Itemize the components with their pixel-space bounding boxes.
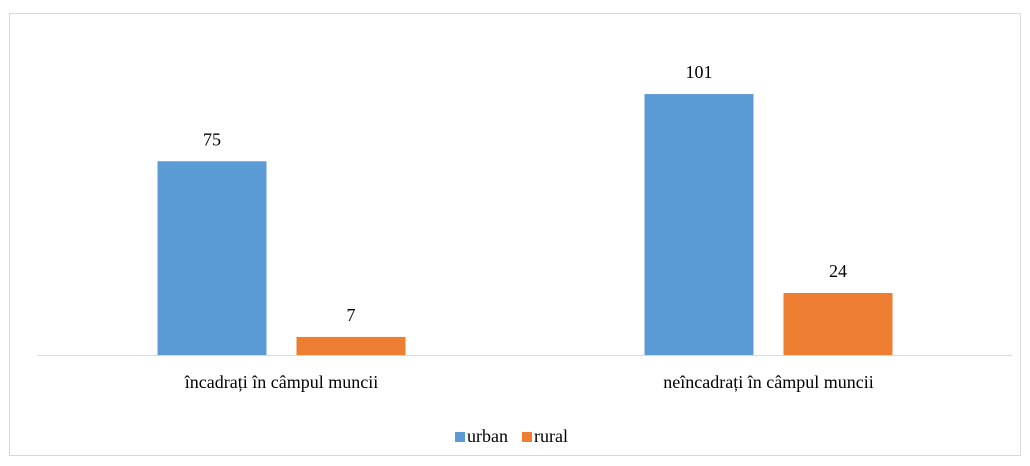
legend-label: rural [534,426,568,446]
bar [783,293,893,355]
legend-label: urban [467,426,508,446]
bar [296,336,406,355]
legend-swatch [521,432,532,442]
legend-swatch [455,432,465,442]
x-tick-label: neîncadrați în câmpul muncii [663,372,873,392]
bar [644,94,754,355]
bar [157,161,267,355]
data-label: 75 [203,129,221,149]
data-label: 101 [686,62,713,82]
x-tick-label: încadrați în câmpul muncii [184,372,378,392]
data-label: 24 [829,261,847,281]
data-label: 7 [347,305,356,325]
